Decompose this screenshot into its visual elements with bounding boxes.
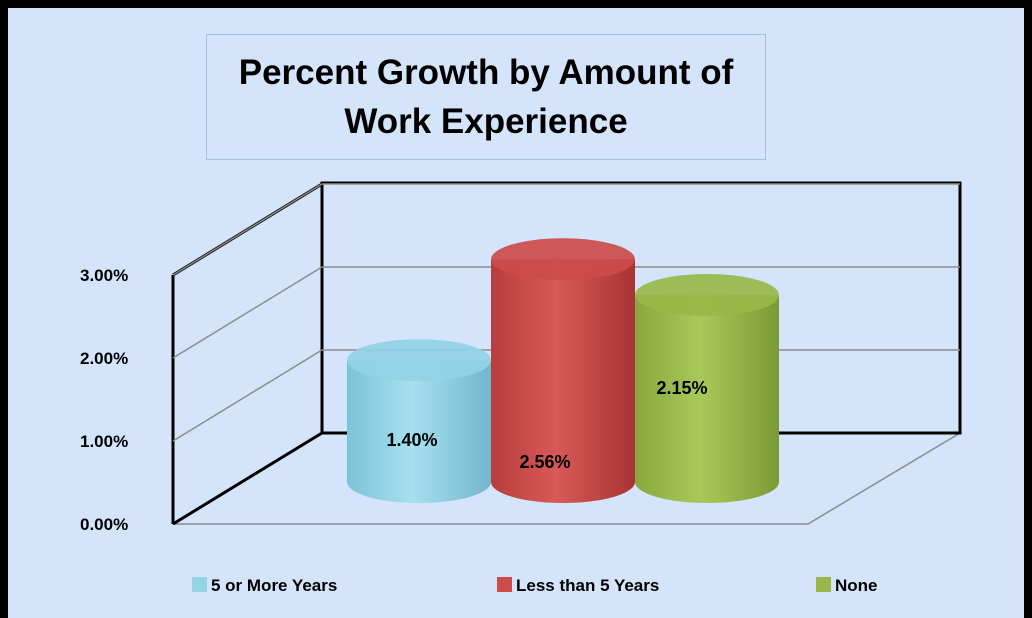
legend-label: 5 or More Years [211, 576, 337, 595]
bar-body [347, 360, 491, 503]
bar-3 [635, 273, 779, 503]
legend-label: None [835, 576, 878, 595]
bar-top [491, 238, 635, 281]
bar-body [635, 294, 779, 503]
bar-2 [491, 238, 635, 503]
legend-swatch [192, 577, 207, 592]
bar-body [491, 259, 635, 503]
data-label: 1.40% [386, 430, 437, 450]
gridline-side [172, 349, 323, 442]
gridline-side [172, 183, 323, 276]
y-tick-label: 0.00% [80, 515, 128, 534]
y-tick-label: 1.00% [80, 432, 128, 451]
chart-title: Percent Growth by Amount of Work Experie… [238, 53, 734, 141]
bar-1 [347, 339, 491, 503]
legend-label: Less than 5 Years [516, 576, 659, 595]
data-label: 2.56% [519, 452, 570, 472]
bar-top [635, 273, 779, 316]
chart-legend: 5 or More Years Less than 5 Years None [192, 576, 878, 595]
y-tick-label: 2.00% [80, 349, 128, 368]
y-axis-ticks: 0.00% 1.00% 2.00% 3.00% [80, 266, 128, 534]
chart-title-box: Percent Growth by Amount of Work Experie… [206, 34, 766, 160]
chart-bars [347, 238, 779, 503]
gridline-side [172, 266, 323, 359]
bar-top [347, 339, 491, 382]
data-labels: 1.40% 2.56% 2.15% [386, 378, 707, 472]
legend-swatch [816, 577, 831, 592]
chart-side-wall-bottom [172, 431, 323, 526]
legend-swatch [497, 577, 512, 592]
y-tick-label: 3.00% [80, 266, 128, 285]
data-label: 2.15% [656, 378, 707, 398]
